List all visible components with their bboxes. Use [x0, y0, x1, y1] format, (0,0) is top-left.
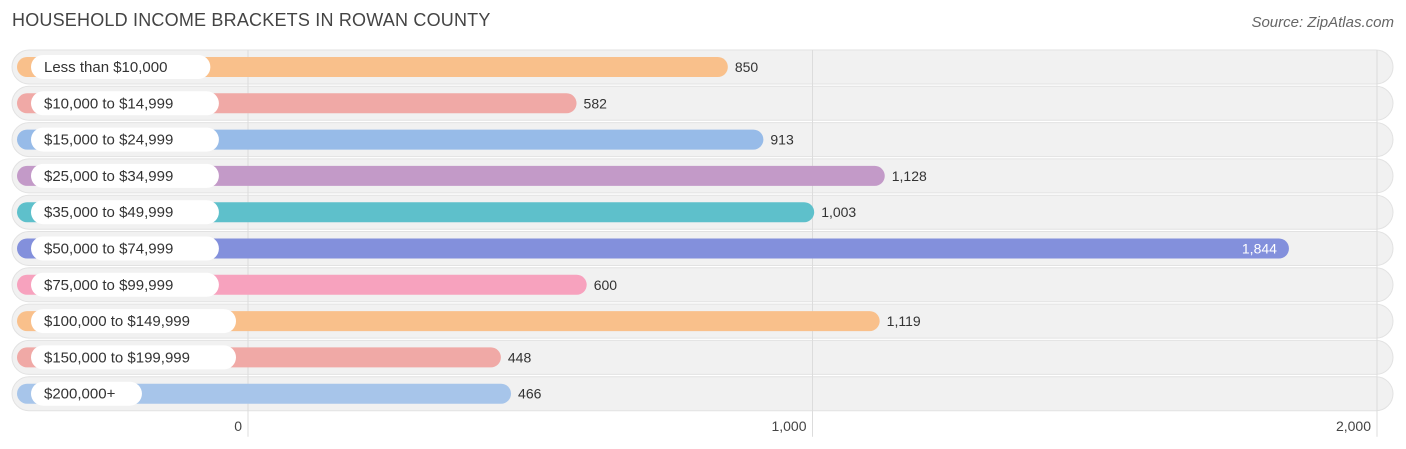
category-pill	[31, 163, 219, 188]
category-label: $100,000 to $149,999	[44, 313, 190, 330]
bar-row: $100,000 to $149,999 1,119	[17, 309, 921, 334]
category-label: $10,000 to $14,999	[44, 95, 173, 112]
bar-row: $75,000 to $99,999 600	[17, 272, 618, 297]
category-label: $75,000 to $99,999	[44, 277, 173, 294]
value-label: 600	[594, 277, 618, 293]
x-tick-label: 1,000	[771, 418, 806, 434]
category-pill	[31, 272, 219, 297]
x-tick-label: 0	[234, 418, 242, 434]
value-label: 1,119	[887, 313, 921, 329]
x-axis-ticks: 0 1,000 2,000	[234, 418, 1371, 434]
value-label: 850	[735, 59, 759, 75]
value-label: 1,844	[1242, 241, 1277, 257]
bar-row: $25,000 to $34,999 1,128	[17, 163, 927, 188]
bar-row: $200,000+ 466	[17, 381, 542, 406]
category-pill	[31, 236, 219, 261]
category-label: $15,000 to $24,999	[44, 132, 173, 149]
value-label: 582	[584, 95, 608, 111]
category-label: Less than $10,000	[44, 59, 167, 76]
category-pill	[31, 381, 142, 406]
x-tick-label: 2,000	[1336, 418, 1371, 434]
category-pill	[31, 200, 219, 225]
bars: Less than $10,000 850 $10,000 to $14,999 58…	[17, 55, 1289, 406]
chart-title: HOUSEHOLD INCOME BRACKETS IN ROWAN COUNT…	[12, 10, 491, 30]
source-label: Source: ZipAtlas.com	[1251, 14, 1394, 31]
category-pill	[31, 345, 236, 370]
category-label: $150,000 to $199,999	[44, 349, 190, 366]
bar	[17, 165, 885, 186]
value-label: 1,003	[821, 204, 856, 220]
bar-row: $10,000 to $14,999 582	[17, 91, 608, 116]
bar-row: $50,000 to $74,999 1,844	[17, 236, 1289, 261]
category-label: $25,000 to $34,999	[44, 168, 173, 185]
bar-row: Less than $10,000 850	[17, 55, 758, 79]
category-pill	[31, 55, 211, 79]
value-label: 448	[508, 349, 532, 365]
bar-row: $150,000 to $199,999 448	[17, 345, 532, 370]
category-label: $200,000+	[44, 386, 116, 403]
category-label: $50,000 to $74,999	[44, 241, 173, 258]
bar-row: $35,000 to $49,999 1,003	[17, 200, 856, 225]
value-label: 466	[518, 386, 542, 402]
category-pill	[31, 127, 219, 152]
value-label: 913	[770, 132, 794, 148]
category-label: $35,000 to $49,999	[44, 204, 173, 221]
value-label: 1,128	[892, 168, 927, 184]
category-pill	[31, 91, 219, 116]
bar	[17, 238, 1289, 259]
category-pill	[31, 309, 236, 334]
bar-row: $15,000 to $24,999 913	[17, 127, 794, 152]
